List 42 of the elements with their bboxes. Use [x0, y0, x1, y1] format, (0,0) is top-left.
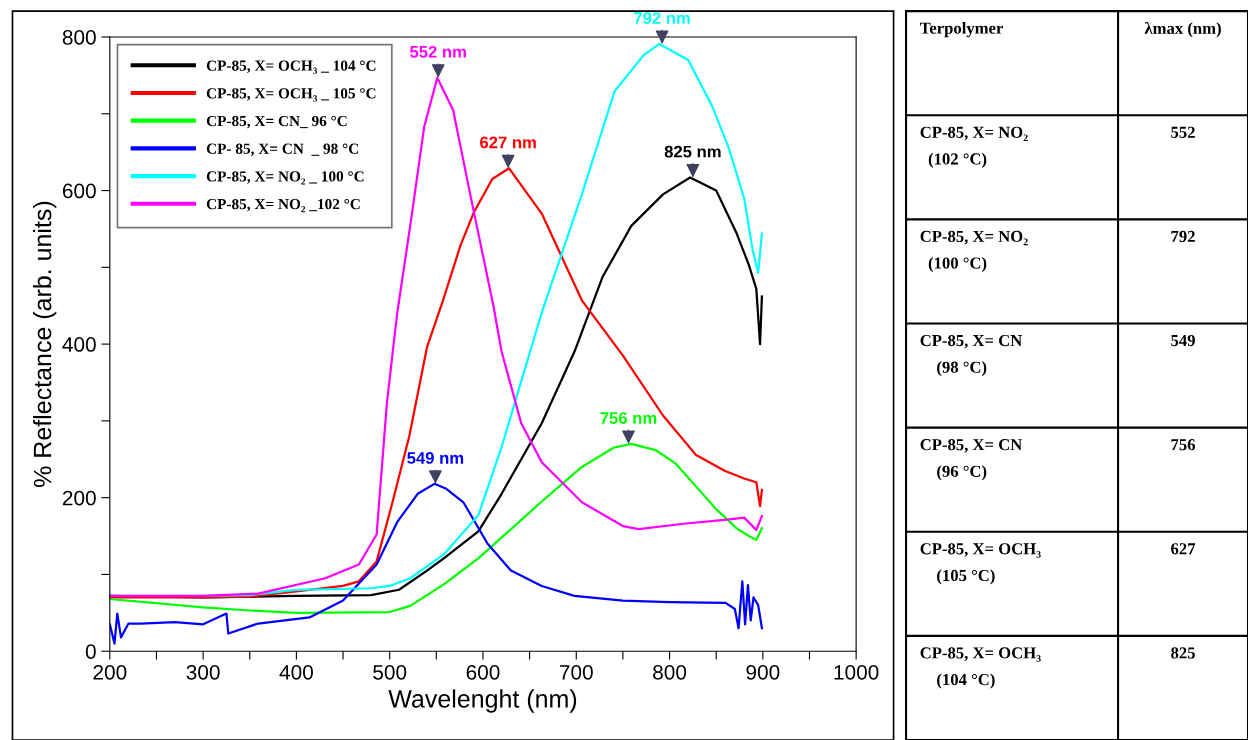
- text: 825: [1171, 647, 1195, 659]
- annotation: 549 nm: [407, 452, 464, 464]
- text: Terpolymer: [919, 22, 1003, 38]
- text: CP-85, X= CN (98 °C): [920, 334, 1023, 377]
- text: CP-85, X= NO₂ (100 °C): [920, 230, 1028, 273]
- annotation: 792 nm: [634, 12, 690, 24]
- x-axis-title: Wavelenght (nm): [388, 689, 577, 713]
- y-tick-label: 200: [62, 490, 96, 506]
- annotation: 627 nm: [480, 136, 536, 149]
- y-axis-title: % Reflectance (arb. units): [33, 201, 57, 488]
- text: CP-85, X= OCH₃ (104 °C): [920, 647, 1041, 689]
- annotation: 825 nm: [664, 145, 721, 158]
- text: CP-85, X= NO₂ (102 °C): [920, 126, 1028, 168]
- y-tick-label: 600: [62, 183, 96, 199]
- legend-label: CP-85, X= CN_ 96 °C: [206, 115, 347, 129]
- x-tick-label: 800: [653, 664, 687, 680]
- x-tick-label: 1000: [834, 664, 879, 680]
- x-tick-label: 300: [186, 664, 220, 680]
- annotation: 552 nm: [409, 45, 466, 58]
- text: 549: [1171, 334, 1195, 347]
- y-tick-label: 0: [85, 644, 96, 659]
- legend-label: CP- 85, X= CN _ 98 °C: [206, 143, 359, 157]
- y-tick-label: 400: [62, 337, 96, 352]
- x-tick-label: 400: [279, 664, 313, 680]
- x-tick-label: 900: [746, 664, 780, 680]
- text: CP-85, X= CN (96 °C): [920, 439, 1023, 481]
- text: 552: [1171, 126, 1195, 138]
- annotation: 756 nm: [600, 412, 657, 424]
- text: 627: [1171, 543, 1196, 555]
- legend-label: CP-85, X= NO₂ _ 100 °C: [206, 171, 364, 185]
- text: 792: [1171, 230, 1195, 243]
- text: CP-85, X= OCH₃ (105 °C): [920, 543, 1041, 585]
- legend-label: CP-85, X= OCH₃ _ 104 °C: [206, 60, 376, 74]
- x-tick-label: 600: [466, 664, 500, 680]
- text: 756: [1171, 439, 1196, 451]
- x-tick-label: 700: [559, 664, 593, 680]
- text: λmax (nm): [1144, 22, 1221, 38]
- legend-label: CP-85, X= OCH₃ _ 105 °C: [206, 88, 376, 102]
- x-tick-label: 200: [93, 664, 127, 680]
- y-tick-label: 800: [62, 30, 96, 45]
- legend-label: CP-85, X= NO₂ _102 °C: [206, 198, 360, 213]
- x-tick-label: 500: [373, 664, 407, 680]
